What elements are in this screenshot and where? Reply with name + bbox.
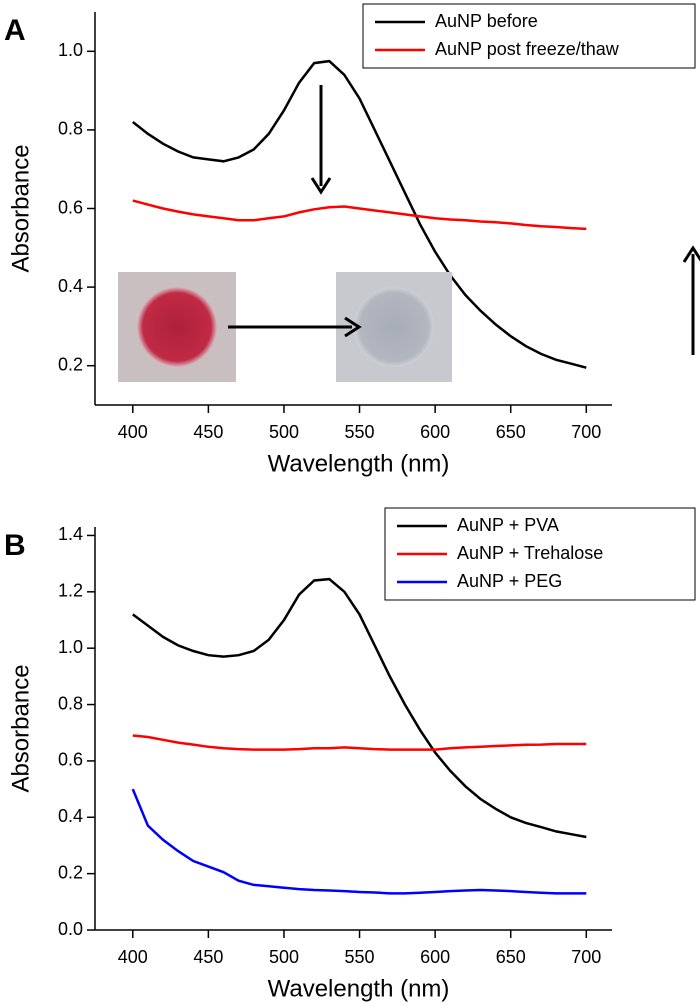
arrow-head <box>682 245 700 263</box>
x-tick-label: 500 <box>269 947 299 967</box>
x-axis-title: Wavelength (nm) <box>268 975 450 1002</box>
legend-label: AuNP post freeze/thaw <box>435 39 620 59</box>
y-tick-label: 1.0 <box>58 637 83 657</box>
x-tick-label: 450 <box>193 947 223 967</box>
panel: 400 450 500 550 600 650 700 0.2 0.4 0.6 0.8 1.0 Wave… <box>4 3 696 477</box>
legend-label: AuNP + Trehalose <box>457 543 603 563</box>
y-tick-label: 0.6 <box>58 197 83 217</box>
series-line <box>132 734 587 751</box>
x-tick-label: 650 <box>496 947 526 967</box>
x-axis-title: Wavelength (nm) <box>268 450 450 477</box>
x-tick-label: 400 <box>118 947 148 967</box>
arrow-head <box>344 316 362 338</box>
y-tick-label: 1.0 <box>58 40 83 60</box>
panel: 400 450 500 550 600 650 700 0.0 0.2 0.4 0.6 0.8 1.0 1… <box>4 507 696 1002</box>
legend-label: AuNP before <box>435 11 538 31</box>
y-tick-label: 1.2 <box>58 581 83 601</box>
legend-label: AuNP + PVA <box>457 515 559 535</box>
x-tick-label: 550 <box>345 947 375 967</box>
panel-label: B <box>4 529 26 562</box>
y-tick-label: 0.2 <box>58 862 83 882</box>
y-tick-label: 0.6 <box>58 750 83 770</box>
x-tick-label: 700 <box>571 947 601 967</box>
y-tick-label: 0.0 <box>58 919 83 939</box>
legend-box <box>362 3 696 69</box>
legend-label: AuNP + PEG <box>457 571 562 591</box>
x-tick-label: 650 <box>496 422 526 442</box>
panel-label: A <box>4 14 26 47</box>
well-red <box>137 287 217 367</box>
y-tick-label: 1.4 <box>58 524 83 544</box>
x-tick-label: 450 <box>193 422 223 442</box>
x-tick-label: 600 <box>420 947 450 967</box>
series-line <box>132 577 587 839</box>
inset-photos <box>118 85 700 382</box>
x-tick-label: 600 <box>420 422 450 442</box>
y-axis-title: Absorbance <box>7 664 34 792</box>
series-line <box>132 59 587 369</box>
y-tick-label: 0.8 <box>58 119 83 139</box>
y-tick-label: 0.4 <box>58 806 83 826</box>
x-tick-label: 500 <box>269 422 299 442</box>
y-axis-title: Absorbance <box>7 144 34 272</box>
series-line <box>131 788 587 895</box>
y-tick-label: 0.4 <box>58 276 83 296</box>
well-grey <box>354 287 434 367</box>
y-tick-label: 0.8 <box>58 693 83 713</box>
y-tick-label: 0.2 <box>58 354 83 374</box>
x-tick-label: 700 <box>571 422 601 442</box>
arrow-head <box>310 177 332 195</box>
series-line <box>132 199 587 231</box>
x-tick-label: 550 <box>345 422 375 442</box>
x-tick-label: 400 <box>118 422 148 442</box>
